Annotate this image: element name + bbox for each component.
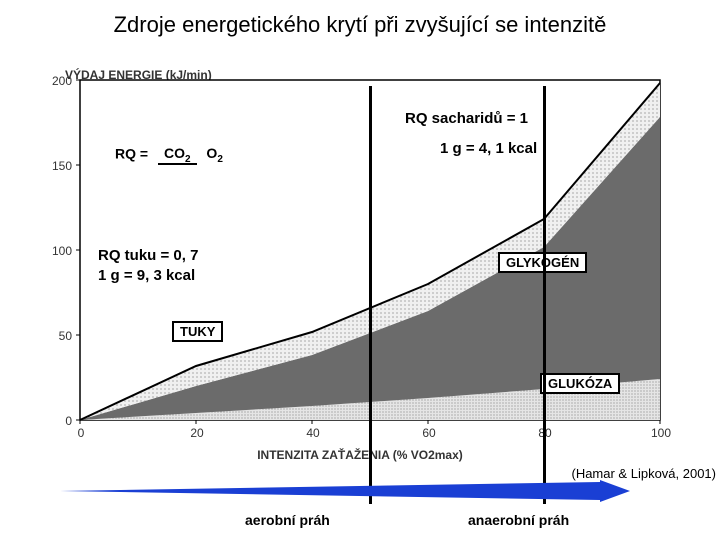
x-tick-20: 20 (182, 426, 212, 440)
x-tick-40: 40 (298, 426, 328, 440)
vline-aerobic (369, 86, 372, 504)
x-tick-100: 100 (646, 426, 676, 440)
page-title: Zdroje energetického krytí při zvyšující… (0, 12, 720, 38)
annotation-rq-tuku: RQ tuku = 0, 7 (98, 247, 198, 264)
o2-text: O (206, 145, 217, 161)
x-axis-label: INTENZITA ZAŤAŽENIA (% VO2max) (0, 448, 720, 462)
rq-formula: RQ = CO2 O2 (115, 145, 229, 165)
label-glukoza: GLUKÓZA (540, 373, 620, 394)
annotation-kcal-tuku: 1 g = 9, 3 kcal (98, 267, 195, 284)
x-tick-0: 0 (66, 426, 96, 440)
label-tuky: TUKY (172, 321, 223, 342)
citation: (Hamar & Lipková, 2001) (571, 466, 716, 481)
y-tick-200: 200 (42, 74, 72, 88)
intensity-arrow (60, 480, 630, 502)
y-tick-100: 100 (42, 244, 72, 258)
rq-eq-text: RQ = (115, 146, 148, 162)
y-tick-50: 50 (42, 329, 72, 343)
y-tick-150: 150 (42, 159, 72, 173)
co2-sub: 2 (185, 154, 191, 165)
label-aerobni-prah: aerobní práh (245, 512, 330, 528)
label-anaerobni-prah: anaerobní práh (468, 512, 569, 528)
vline-anaerobic (543, 86, 546, 504)
annotation-rq-sacharidu: RQ sacharidů = 1 (405, 110, 528, 127)
x-tick-60: 60 (414, 426, 444, 440)
o2-sub: 2 (217, 154, 223, 165)
annotation-kcal-sacharidu: 1 g = 4, 1 kcal (440, 140, 537, 157)
co2-text: CO (164, 145, 185, 161)
